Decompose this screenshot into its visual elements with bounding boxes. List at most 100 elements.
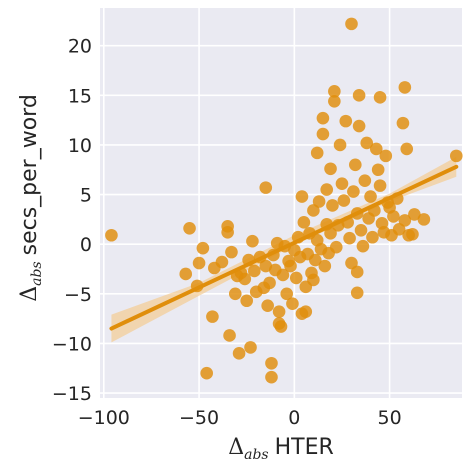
y-axis-label-subscript: abs (29, 261, 45, 286)
data-point (335, 177, 349, 190)
data-point (320, 183, 334, 196)
data-point (286, 297, 299, 311)
x-tick-labels: −100 −50 0 50 (78, 407, 402, 429)
data-point (343, 231, 356, 245)
data-point (347, 185, 360, 198)
data-point (358, 174, 372, 187)
data-point (276, 268, 290, 282)
data-point (265, 356, 278, 370)
data-point (179, 267, 193, 281)
data-point (310, 146, 324, 160)
y-axis-label: Δabs secs_per_word (17, 94, 45, 302)
data-point (371, 163, 385, 177)
data-point (105, 228, 118, 242)
data-point (318, 259, 332, 273)
data-point (324, 162, 337, 176)
data-point (352, 89, 366, 102)
data-point (272, 305, 286, 318)
data-point (329, 240, 343, 254)
x-axis-label-text: HTER (275, 435, 334, 460)
grid-lines (100, 8, 462, 398)
data-point (398, 214, 412, 227)
data-point (225, 245, 238, 259)
data-point (345, 256, 358, 270)
y-tick-label: −10 (52, 333, 92, 355)
data-point (406, 227, 419, 241)
data-point (307, 204, 320, 217)
data-point (308, 253, 322, 267)
data-point (259, 181, 273, 194)
regression-line (109, 164, 459, 331)
data-point (215, 255, 229, 269)
y-tick-labels: −15 −10 −5 0 5 10 15 20 (52, 36, 92, 405)
data-point (312, 195, 326, 208)
x-axis-label-symbol: Δ (228, 435, 244, 460)
data-point (366, 230, 379, 244)
data-point (328, 85, 341, 98)
data-point (265, 370, 278, 384)
x-tick-label: −100 (78, 407, 130, 429)
data-point (261, 299, 274, 313)
regression-line-group (109, 164, 459, 331)
data-point (307, 273, 320, 287)
x-tick-label: 0 (288, 407, 300, 429)
data-point (398, 81, 412, 94)
y-tick-label: 5 (80, 185, 92, 207)
data-point (297, 216, 311, 229)
data-point (232, 347, 246, 360)
y-tick-label: −5 (64, 284, 92, 306)
data-point (324, 226, 337, 240)
data-point (274, 320, 288, 333)
data-point (449, 149, 463, 163)
data-point (387, 210, 400, 223)
data-point (206, 310, 219, 323)
data-point (339, 114, 353, 128)
data-point (350, 286, 364, 300)
data-point (326, 199, 339, 212)
data-point (354, 223, 368, 237)
data-point (263, 276, 276, 290)
data-point (316, 111, 330, 125)
data-point (328, 94, 341, 108)
data-point (238, 272, 252, 286)
y-tick-label: 0 (80, 234, 92, 256)
data-point (408, 208, 421, 221)
y-tick-label: 20 (68, 36, 92, 58)
data-point (223, 329, 236, 342)
data-point (246, 234, 259, 248)
y-tick-label: 10 (68, 135, 92, 157)
y-axis-label-symbol: Δ (17, 286, 42, 302)
data-point (337, 194, 351, 207)
data-point (183, 222, 196, 235)
plot-background (100, 8, 462, 398)
data-point (280, 287, 294, 301)
data-point (192, 256, 206, 270)
data-point (200, 366, 213, 380)
data-point (396, 116, 410, 130)
data-point (244, 341, 257, 354)
data-point (352, 119, 366, 133)
data-point (316, 127, 330, 141)
y-axis-label-text: secs_per_word (17, 94, 42, 255)
data-point (373, 179, 387, 192)
data-point (248, 264, 261, 278)
data-point (345, 17, 358, 31)
data-point (228, 287, 242, 301)
data-point (379, 149, 393, 163)
y-tick-label: 15 (68, 85, 92, 107)
data-point (284, 259, 297, 273)
data-point (373, 91, 387, 104)
x-tick-label: 50 (378, 407, 402, 429)
data-point (295, 190, 309, 203)
data-point (356, 239, 370, 253)
data-point (417, 213, 431, 226)
data-point (369, 142, 383, 156)
x-tick-label: −50 (179, 407, 219, 429)
data-point (221, 225, 234, 239)
data-point (360, 136, 374, 150)
y-tick-label: −15 (52, 383, 92, 405)
data-point (259, 259, 273, 273)
data-point (299, 305, 313, 318)
data-point (350, 265, 364, 279)
